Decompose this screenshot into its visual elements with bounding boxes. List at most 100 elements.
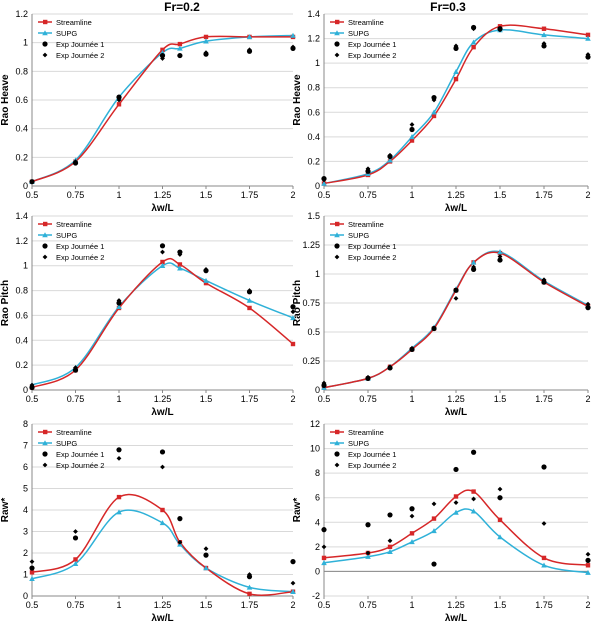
exp-journee-1-point [387, 512, 393, 518]
legend-label: SUPG [56, 231, 77, 240]
y-axis-label: Rao Pitch [292, 280, 303, 326]
legend-label: Streamline [348, 428, 384, 437]
exp-journee-2-point [321, 380, 327, 386]
legend-marker [334, 41, 340, 47]
y-tick-label: 4 [23, 505, 28, 515]
x-tick-label: 1.75 [535, 394, 553, 404]
supg-point [497, 249, 503, 255]
exp-journee-2-point [471, 26, 476, 32]
y-tick-label: 2 [315, 542, 320, 552]
exp-journee-2-point [585, 52, 591, 57]
title-fr-0-3: Fr=0.3 [430, 0, 466, 14]
exp-journee-2-point [160, 464, 165, 470]
y-tick-label: 1.4 [307, 9, 320, 19]
y-tick-label: 0.8 [307, 83, 320, 93]
legend-label: SUPG [348, 439, 369, 448]
streamline-point [73, 557, 78, 562]
supg-point [177, 265, 183, 271]
exp-journee-2-point [116, 456, 122, 461]
x-tick-label: 0.5 [26, 190, 39, 200]
y-tick-label: 8 [23, 419, 28, 429]
supg-point [541, 32, 547, 38]
x-tick-label: 2 [585, 600, 590, 610]
streamline-point [290, 341, 296, 347]
exp-journee-2-point [365, 374, 371, 380]
x-tick-label: 0.5 [318, 190, 331, 200]
x-tick-label: 1.75 [241, 394, 259, 404]
legend-marker [334, 30, 340, 36]
y-tick-label: 0.75 [302, 298, 320, 308]
legend-marker [43, 19, 48, 25]
exp-journee-2-point [541, 521, 547, 526]
exp-journee-2-point [431, 97, 437, 103]
legend-marker [335, 19, 340, 25]
exp-journee-1-point [177, 249, 183, 255]
supg-point [585, 569, 591, 575]
exp-journee-2-point [73, 365, 78, 371]
y-tick-label: 0.2 [307, 156, 320, 166]
streamline-point [116, 494, 122, 500]
exp-journee-1-point [497, 495, 503, 501]
exp-journee-2-point [453, 43, 459, 49]
exp-journee-1-point [290, 559, 296, 565]
y-tick-label: 0.8 [15, 66, 28, 76]
exp-journee-2-point [471, 496, 476, 502]
exp-journee-1-point [177, 516, 183, 522]
x-tick-label: 1.5 [494, 394, 507, 404]
y-tick-label: -2 [312, 591, 320, 601]
y-tick-label: 0 [23, 591, 28, 601]
legend-marker [43, 221, 48, 227]
streamline-point [247, 305, 252, 311]
chart-panel-3: 0 0.2 0.4 0.6 0.8 1 1.2 1.4 0.5 0.75 1 1.25 1.5 1.75 2… [0, 211, 296, 418]
supg-point [470, 39, 477, 45]
exp-journee-2-point [177, 539, 183, 545]
y-tick-label: 0.6 [15, 95, 28, 105]
y-tick-label: 5 [23, 484, 28, 494]
legend-marker [42, 440, 48, 446]
legend-marker [334, 52, 340, 58]
legend-marker [42, 52, 48, 58]
streamline-point [585, 32, 591, 38]
exp-journee-1-point [72, 367, 79, 373]
y-tick-label: 0 [23, 181, 28, 191]
exp-journee-2-point [73, 529, 78, 534]
supg-point [116, 303, 122, 309]
y-tick-label: 0.8 [15, 286, 28, 296]
streamline-point [160, 47, 165, 53]
supg-point [246, 34, 253, 40]
streamline-point [431, 516, 437, 521]
legend-label: SUPG [348, 231, 369, 240]
exp-journee-2-point [409, 122, 415, 127]
y-tick-label: 0.25 [302, 356, 320, 366]
chart-panel-5: 0 1 2 3 4 5 6 7 8 0.5 0.75 1 1.25 1.5 1.75 2 λw/L Raw* Str… [0, 419, 296, 624]
supg-point [159, 262, 166, 268]
series-line-supg [31, 262, 294, 386]
legend-marker [334, 232, 340, 238]
exp-journee-1-point [29, 384, 35, 391]
supg-point [203, 38, 209, 44]
y-tick-label: 1 [23, 570, 28, 580]
exp-journee-1-point [365, 522, 371, 528]
x-tick-label: 0.5 [26, 600, 39, 610]
x-tick-label: 1.25 [447, 190, 465, 200]
y-tick-label: 0.4 [307, 132, 320, 142]
legend-label: Exp Journée 1 [56, 242, 104, 251]
supg-point [72, 560, 79, 566]
exp-journee-1-point [585, 54, 591, 60]
x-tick-label: 1.5 [494, 190, 507, 200]
exp-journee-1-point [409, 506, 415, 512]
supg-point [290, 32, 296, 38]
legend-label: Exp Journée 2 [348, 51, 396, 60]
series-line-streamline [31, 493, 294, 597]
exp-journee-1-point [471, 449, 477, 455]
exp-journee-1-point [431, 94, 437, 101]
y-axis-label: Rao Heave [0, 74, 11, 126]
x-tick-label: 1.5 [494, 600, 507, 610]
streamline-point [471, 489, 476, 494]
exp-journee-2-point [290, 580, 296, 586]
x-tick-label: 2 [585, 394, 590, 404]
exp-journee-1-point [453, 45, 459, 52]
chart-panel-6: -2 0 2 4 6 8 10 12 0.5 0.75 1 1.25 1.5 1.75 2 λw/L Raw* S… [292, 419, 591, 624]
supg-point [387, 157, 393, 163]
